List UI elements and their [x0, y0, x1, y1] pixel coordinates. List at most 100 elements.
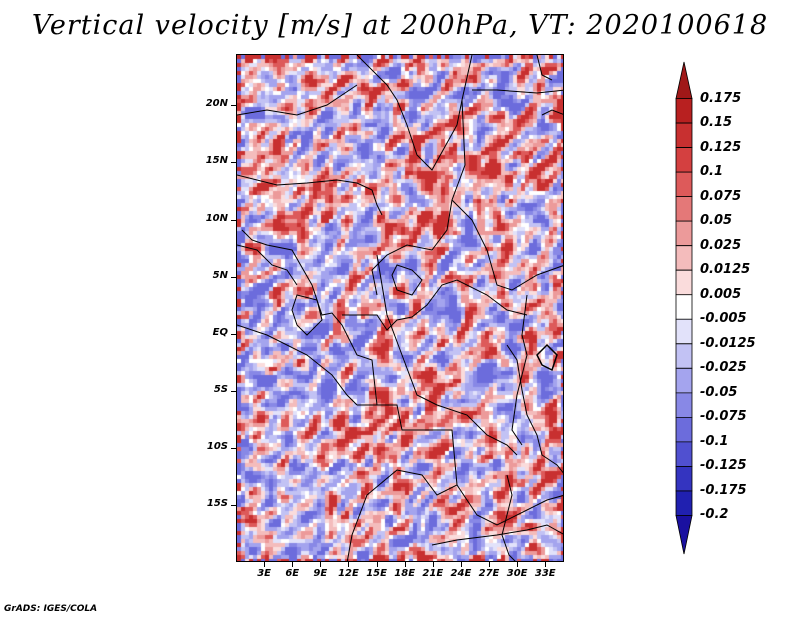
- colorbar-tick-label: -0.175: [700, 482, 747, 498]
- colorbar-segment: [675, 367, 693, 394]
- colorbar-segment: [675, 220, 693, 247]
- border-line: [506, 344, 563, 474]
- lon-tick: [460, 562, 462, 567]
- lon-tick-label: 3E: [257, 568, 271, 579]
- lat-tick-label: 5N: [212, 269, 228, 281]
- lat-tick-label: 15S: [206, 497, 228, 509]
- colorbar-segment: [675, 515, 693, 555]
- lat-tick: [231, 162, 236, 164]
- colorbar-segment: [675, 245, 693, 271]
- colorbar-tick-label: 0.1: [700, 164, 724, 180]
- lon-tick-label: 24E: [450, 568, 472, 579]
- lon-tick: [517, 562, 519, 567]
- border-line: [291, 294, 323, 336]
- colorbar-tick-label: -0.0125: [700, 335, 756, 351]
- lon-tick-label: 33E: [534, 568, 556, 579]
- colorbar-tick-label: 0.025: [700, 237, 742, 253]
- border-line: [237, 174, 383, 216]
- border-line: [342, 279, 528, 331]
- colorbar-segment: [675, 466, 693, 492]
- lon-tick: [545, 562, 547, 567]
- lon-tick: [432, 562, 434, 567]
- lat-tick: [231, 504, 236, 506]
- colorbar-tick-label: -0.075: [700, 409, 747, 425]
- colorbar-segment: [675, 196, 693, 222]
- colorbar-segment: [675, 147, 693, 173]
- lon-tick-label: 21E: [422, 568, 444, 579]
- border-line: [536, 343, 558, 372]
- border-line: [346, 404, 458, 561]
- lat-tick: [231, 219, 236, 221]
- border-line: [237, 109, 563, 286]
- colorbar-tick-label: 0.175: [700, 90, 742, 106]
- colorbar-segment: [675, 294, 693, 320]
- colorbar-segment: [675, 343, 693, 369]
- lon-tick-label: 12E: [338, 568, 359, 579]
- lat-tick-label: 5S: [213, 383, 228, 395]
- colorbar-segment: [675, 318, 693, 345]
- colorbar-segment: [675, 416, 693, 443]
- border-line: [511, 294, 528, 446]
- colorbar-tick-label: -0.005: [700, 311, 747, 327]
- map-plot-area: [236, 54, 564, 562]
- colorbar-tick-label: 0.0125: [700, 262, 751, 278]
- lat-tick: [231, 447, 236, 449]
- credit-footer: GrADS: IGES/COLA: [4, 604, 98, 614]
- lon-tick: [264, 562, 266, 567]
- lat-tick-label: 10S: [206, 440, 228, 452]
- colorbar-tick-label: 0.005: [700, 286, 742, 302]
- border-line: [501, 474, 516, 561]
- lon-tick-label: 30E: [506, 568, 528, 579]
- border-line: [237, 324, 358, 406]
- border-line: [472, 55, 563, 94]
- colorbar-tick-label: -0.125: [700, 458, 747, 474]
- colorbar-tick-label: 0.15: [700, 115, 733, 131]
- colorbar-tick-label: -0.2: [700, 507, 729, 523]
- lat-tick-label: 10N: [205, 212, 228, 224]
- colorbar-tick-label: 0.05: [700, 213, 733, 229]
- colorbar-segment: [675, 98, 693, 124]
- lat-tick: [231, 276, 236, 278]
- colorbar-tick-label: -0.025: [700, 360, 747, 376]
- colorbar-segment: [675, 122, 693, 148]
- country-borders: [237, 55, 563, 561]
- colorbar-segment: [675, 490, 693, 516]
- lon-tick: [292, 562, 294, 567]
- lon-tick: [489, 562, 491, 567]
- border-line: [241, 229, 378, 406]
- lon-tick: [376, 562, 378, 567]
- colorbar-segment: [675, 269, 693, 296]
- border-line: [391, 264, 423, 296]
- lon-tick-label: 18E: [394, 568, 416, 579]
- lon-tick-label: 6E: [285, 568, 300, 579]
- border-line: [456, 484, 563, 526]
- colorbar-segment: [675, 392, 693, 418]
- border-line: [371, 99, 466, 296]
- colorbar-segment: [675, 171, 693, 198]
- lat-tick-label: EQ: [212, 326, 228, 338]
- lon-tick-label: 9E: [313, 568, 328, 579]
- colorbar-tick-label: 0.125: [700, 139, 742, 155]
- border-line: [431, 524, 563, 546]
- lon-tick: [404, 562, 406, 567]
- chart-title: Vertical velocity [m/s] at 200hPa, VT: 2…: [31, 10, 769, 41]
- colorbar-tick-label: -0.1: [700, 433, 729, 449]
- lat-tick-label: 15N: [205, 155, 228, 167]
- lat-tick-label: 20N: [205, 98, 228, 110]
- border-line: [376, 55, 473, 171]
- lon-tick-label: 27E: [478, 568, 500, 579]
- colorbar-segment: [675, 61, 693, 99]
- velocity-field: [237, 55, 563, 561]
- lon-tick: [348, 562, 350, 567]
- lat-tick: [231, 105, 236, 107]
- border-line: [451, 199, 563, 291]
- lon-tick: [320, 562, 322, 567]
- lon-tick-label: 15E: [366, 568, 387, 579]
- colorbar-segment: [675, 441, 693, 467]
- colorbar-tick-label: 0.075: [700, 188, 742, 204]
- lat-tick: [231, 390, 236, 392]
- lat-tick: [231, 333, 236, 335]
- border-line: [237, 55, 378, 116]
- colorbar-tick-label: -0.05: [700, 384, 738, 400]
